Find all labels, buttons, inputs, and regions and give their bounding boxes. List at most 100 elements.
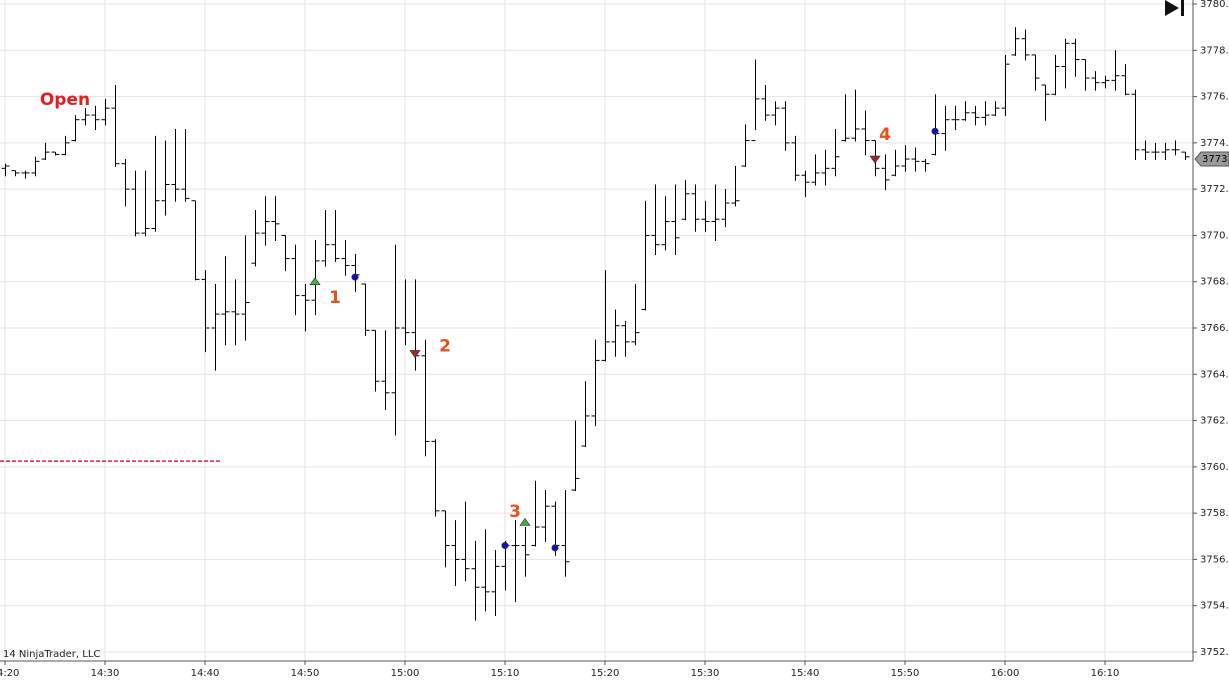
ohlc-bar	[331, 209, 340, 262]
short-entry-marker	[869, 155, 881, 164]
x-tick-label: 16:10	[1091, 668, 1120, 679]
ohlc-bar	[461, 501, 470, 582]
ohlc-bar	[21, 170, 30, 179]
ohlc-bar	[701, 200, 710, 232]
ohlc-bar	[581, 381, 590, 448]
ohlc-bar	[211, 284, 220, 371]
y-tick-label: 3780.	[1200, 0, 1229, 10]
annotation: Open	[40, 90, 90, 110]
ohlc-bar	[61, 135, 70, 156]
ohlc-bar	[1061, 38, 1070, 89]
ohlc-bar	[611, 309, 620, 357]
ohlc-bar	[171, 128, 180, 202]
x-tick-label: 14:40	[191, 668, 220, 679]
exit-marker	[501, 542, 509, 550]
exit-marker	[351, 273, 359, 281]
ohlc-bar	[631, 284, 640, 346]
long-entry-marker	[519, 517, 531, 526]
ohlc-bar	[971, 105, 980, 126]
y-tick-label: 3756.	[1200, 554, 1229, 565]
ohlc-bar	[891, 149, 900, 177]
annotation: 1	[329, 288, 341, 308]
ohlc-bar	[681, 179, 690, 221]
ohlc-bar	[881, 154, 890, 191]
ohlc-bar	[1021, 29, 1030, 61]
ohlc-bar	[1001, 54, 1010, 117]
ohlc-bar	[51, 151, 60, 156]
ohlc-bar	[131, 170, 140, 237]
ohlc-bar	[161, 140, 170, 216]
scroll-end-button[interactable]	[1165, 0, 1184, 16]
x-tick-label: 16:00	[991, 668, 1020, 679]
annotation: 4	[879, 125, 891, 145]
ohlc-bar	[811, 154, 820, 186]
x-tick-label: 15:20	[591, 668, 620, 679]
ohlc-bar	[1111, 50, 1120, 91]
ohlc-bar	[901, 145, 910, 172]
ohlc-bar	[251, 209, 260, 267]
ohlc-bar	[541, 490, 550, 542]
ohlc-bar	[111, 85, 120, 167]
x-tick-label: 15:30	[691, 668, 720, 679]
short-entry-marker	[409, 350, 421, 358]
ohlc-bar	[771, 101, 780, 126]
ohlc-bar	[641, 200, 650, 311]
ohlc-bar	[711, 184, 720, 242]
y-tick-label: 3766.	[1200, 323, 1229, 334]
ohlc-bar	[861, 110, 870, 156]
ohlc-bar	[751, 59, 760, 142]
play-icon	[1165, 0, 1179, 16]
ohlc-bar	[531, 480, 540, 547]
ohlc-bar	[1091, 71, 1100, 91]
ohlc-bar	[1141, 140, 1150, 161]
ohlc-bar	[721, 189, 730, 228]
ohlc-bar	[231, 279, 240, 346]
ohlc-bar	[1081, 59, 1090, 91]
ohlc-bar	[941, 105, 950, 151]
ohlc-bar	[361, 283, 370, 336]
last-price-label: 3773.	[1202, 154, 1229, 165]
ohlc-bar	[431, 439, 440, 517]
ohlc-bar	[961, 101, 970, 121]
ohlc-bar	[141, 170, 150, 237]
ohlc-bar	[271, 196, 280, 242]
ohlc-bar	[471, 540, 480, 621]
ohlc-bar	[511, 520, 520, 603]
grid	[0, 0, 1193, 661]
ohlc-bar	[1181, 151, 1190, 161]
long-entry-marker	[309, 277, 321, 286]
y-tick-label: 3778.	[1200, 45, 1229, 56]
y-tick-label: 3752.	[1200, 647, 1229, 658]
annotation: 3	[509, 502, 521, 522]
y-tick-label: 3776.	[1200, 92, 1229, 103]
ohlc-bar	[791, 135, 800, 181]
exit-marker	[931, 127, 939, 135]
annotation: 2	[439, 337, 451, 357]
ohlc-bar	[91, 105, 100, 130]
ohlc-bar	[71, 115, 80, 142]
ohlc-bar	[851, 89, 860, 142]
ohlc-bar	[281, 234, 290, 272]
ohlc-bar	[1031, 54, 1040, 91]
ohlc-bar	[1011, 27, 1020, 56]
ohlc-bar	[81, 108, 90, 126]
x-tick-label: 15:00	[391, 668, 420, 679]
ohlc-bar	[1161, 142, 1170, 161]
ohlc-bar	[401, 279, 410, 346]
ohlc-bar	[781, 101, 790, 151]
exit-marker	[551, 544, 559, 552]
ohlc-bar	[451, 520, 460, 586]
y-tick-label: 3762.	[1200, 416, 1229, 427]
ohlc-bar	[291, 244, 300, 316]
ohlc-bar	[41, 142, 50, 161]
ohlc-bar	[591, 339, 600, 427]
ohlc-bar	[1101, 75, 1110, 89]
ohlc-bar	[661, 196, 670, 251]
ohlc-bar	[1, 163, 10, 177]
ohlc-bar	[831, 128, 840, 177]
ohlc-bar	[841, 94, 850, 142]
ohlc-bar	[301, 284, 310, 332]
ohlc-bar	[911, 147, 920, 172]
